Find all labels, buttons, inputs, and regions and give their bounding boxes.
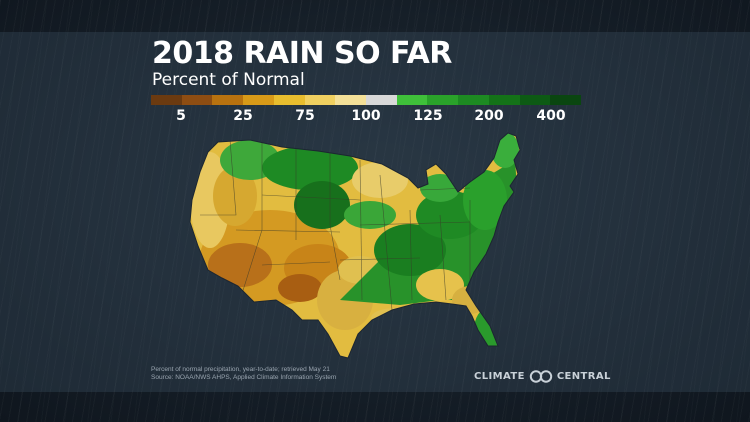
bottom-band: [0, 392, 750, 422]
color-legend: [151, 95, 582, 105]
legend-label: 5: [176, 108, 186, 124]
legend-swatch: [304, 95, 336, 105]
legend-swatch: [335, 95, 367, 105]
legend-swatch: [488, 95, 520, 105]
map-subtitle: Percent of Normal: [152, 70, 305, 90]
legend-label: 25: [233, 108, 253, 124]
legend-swatch: [550, 95, 582, 105]
map-title: 2018 RAIN SO FAR: [152, 36, 452, 71]
source-footnote: Percent of normal precipitation, year-to…: [151, 366, 336, 382]
brand-right: CENTRAL: [556, 370, 611, 382]
legend-label: 125: [413, 108, 443, 124]
legend-swatch: [366, 95, 397, 105]
legend-swatch: [151, 95, 182, 105]
brand-logo: CLIMATE CENTRAL: [474, 369, 611, 383]
legend-label: 75: [295, 108, 315, 124]
footnote-line-2: Source: NOAA/NWS AHPS, Applied Climate I…: [151, 374, 337, 381]
footnote-line-1: Percent of normal precipitation, year-to…: [151, 366, 330, 373]
legend-swatch: [212, 95, 244, 105]
legend-label: 100: [351, 108, 381, 124]
legend-labels: 5 25 75 100 125 200 400: [0, 108, 750, 126]
legend-swatch: [273, 95, 305, 105]
legend-swatch: [458, 95, 489, 105]
legend-swatch: [396, 95, 428, 105]
legend-label: 400: [536, 108, 566, 124]
brand-left: CLIMATE: [474, 370, 525, 382]
climate-central-logo-icon: [529, 369, 553, 383]
top-band: [0, 0, 750, 32]
legend-swatch: [243, 95, 274, 105]
legend-swatch: [181, 95, 213, 105]
legend-swatch: [519, 95, 551, 105]
legend-swatch: [427, 95, 459, 105]
state-boundaries: [200, 139, 471, 311]
legend-label: 200: [474, 108, 504, 124]
